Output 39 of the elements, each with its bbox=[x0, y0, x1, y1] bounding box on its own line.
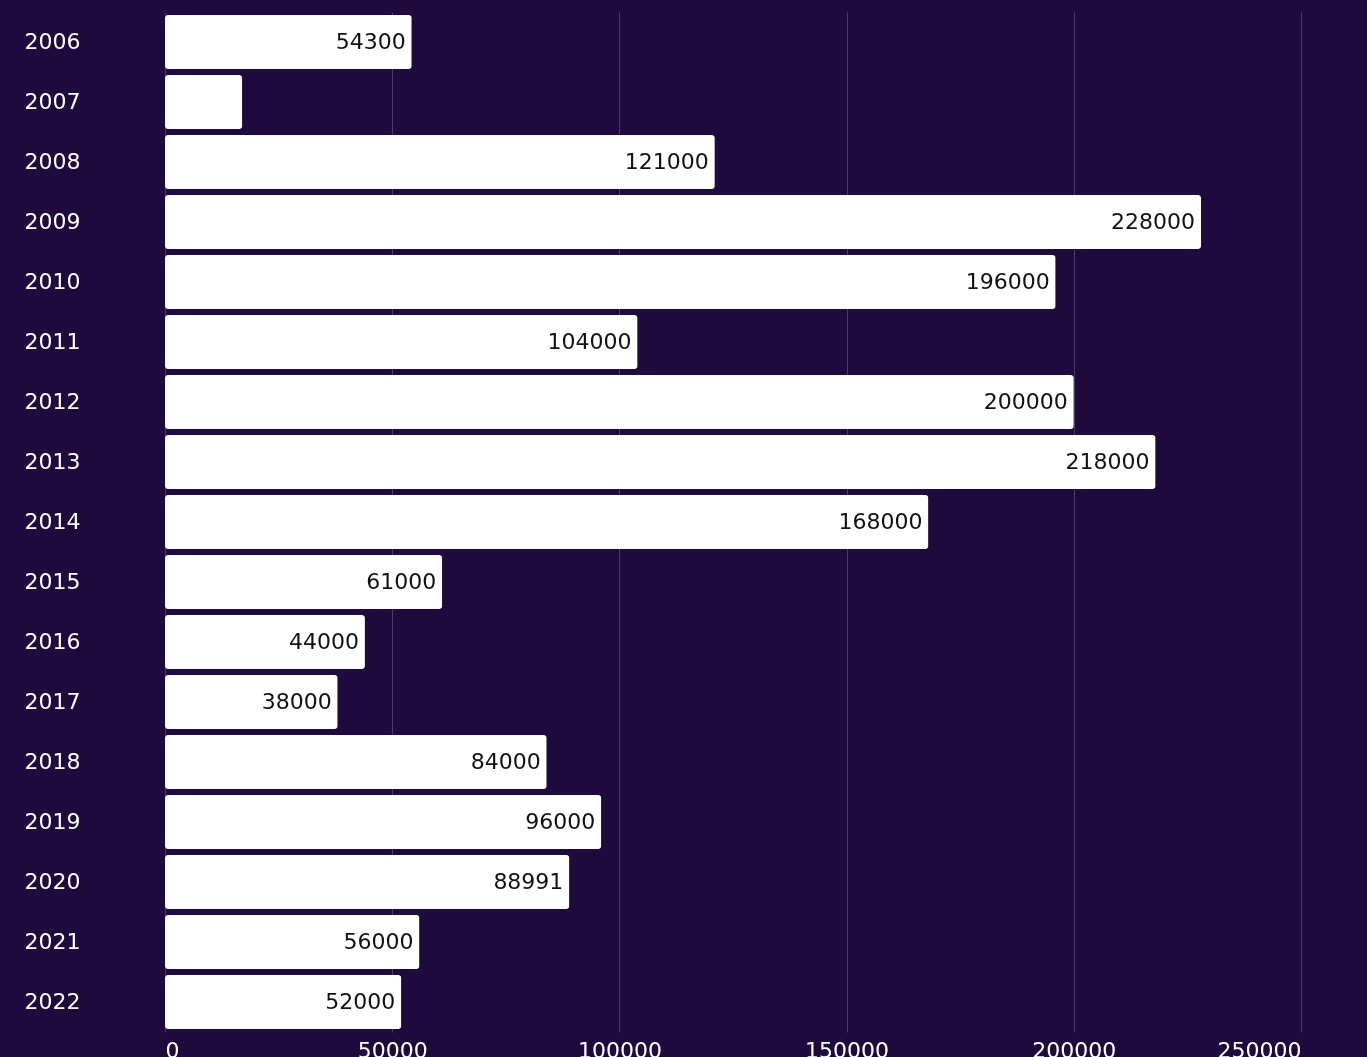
y-tick-label: 2013 bbox=[24, 449, 81, 474]
x-tick-label: 100000 bbox=[577, 1037, 662, 1057]
data-label: 228000 bbox=[1111, 209, 1196, 234]
x-tick-label: 200000 bbox=[1032, 1037, 1117, 1057]
data-label: 52000 bbox=[325, 989, 396, 1014]
y-tick-label: 2018 bbox=[24, 749, 81, 774]
y-tick-label: 2015 bbox=[24, 569, 81, 594]
data-label: 61000 bbox=[366, 569, 437, 594]
x-tick-label: 50000 bbox=[357, 1037, 428, 1057]
data-label: 104000 bbox=[547, 329, 632, 354]
y-tick-label: 2014 bbox=[24, 509, 81, 534]
x-tick-label: 150000 bbox=[805, 1037, 890, 1057]
y-tick-label: 2012 bbox=[24, 389, 81, 414]
x-tick-label: 250000 bbox=[1217, 1037, 1302, 1057]
y-tick-label: 2021 bbox=[24, 929, 81, 954]
data-label: 84000 bbox=[470, 749, 541, 774]
data-label: 38000 bbox=[261, 689, 332, 714]
y-tick-label: 2016 bbox=[24, 629, 81, 654]
data-label: 54300 bbox=[335, 29, 406, 54]
data-label: 96000 bbox=[525, 809, 596, 834]
data-label: 56000 bbox=[343, 929, 414, 954]
data-label: 218000 bbox=[1065, 449, 1150, 474]
y-tick-label: 2020 bbox=[24, 869, 81, 894]
x-tick-label: 0 bbox=[165, 1037, 180, 1057]
y-tick-label: 2007 bbox=[24, 89, 81, 114]
y-tick-label: 2009 bbox=[24, 209, 81, 234]
y-tick-label: 2008 bbox=[24, 149, 81, 174]
data-label: 121000 bbox=[624, 149, 709, 174]
y-tick-label: 2006 bbox=[24, 29, 81, 54]
y-tick-label: 2019 bbox=[24, 809, 81, 834]
data-label: 88991 bbox=[493, 869, 564, 894]
data-label: 44000 bbox=[288, 629, 359, 654]
data-label: 200000 bbox=[983, 389, 1068, 414]
data-label: 168000 bbox=[838, 509, 923, 534]
y-tick-label: 2010 bbox=[24, 269, 81, 294]
y-tick-label: 2017 bbox=[24, 689, 81, 714]
y-tick-label: 2011 bbox=[24, 329, 81, 354]
data-label: 196000 bbox=[965, 269, 1050, 294]
y-tick-label: 2022 bbox=[24, 989, 81, 1014]
